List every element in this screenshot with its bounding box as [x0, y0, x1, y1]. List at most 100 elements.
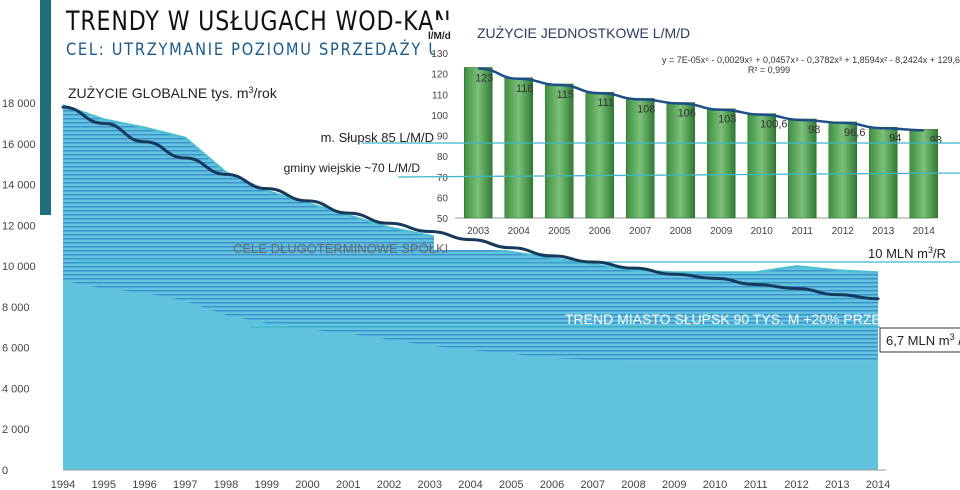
bar-data-label: 98 — [808, 124, 820, 136]
area-lower-solid — [63, 280, 878, 470]
annotation-trend-miasto: TREND MIASTO SŁUPSK 90 TYS. M +20% PRZEM… — [565, 311, 919, 327]
bar-data-label: 100,6 — [760, 119, 788, 131]
bar-x-tick-label: 2008 — [670, 226, 693, 237]
bar-data-label: 96,6 — [844, 127, 865, 139]
main-y-tick-label: 18 000 — [2, 98, 36, 110]
main-x-tick-label: 2006 — [540, 479, 564, 490]
main-x-tick-label: 1996 — [132, 479, 156, 490]
main-x-tick-label: 2013 — [825, 479, 849, 490]
main-x-tick-label: 1999 — [255, 479, 279, 490]
bar-data-label: 123 — [475, 72, 493, 84]
main-trend-line — [61, 105, 880, 301]
main-y-tick-label: 12 000 — [2, 220, 36, 232]
bar-data-label: 108 — [637, 103, 655, 115]
main-y-tick-label: 2 000 — [2, 424, 30, 436]
main-y-tick-label: 0 — [2, 465, 8, 477]
main-x-tick-label: 2008 — [621, 479, 645, 490]
bar-x-tick-label: 2013 — [872, 226, 895, 237]
annotation-gminy: gminy wiejskie ~70 L/M/D — [284, 161, 421, 175]
bar-trend-layer — [478, 67, 924, 132]
bar-y-tick-label: 110 — [432, 90, 448, 101]
main-y-tick-label: 8 000 — [2, 302, 30, 314]
bar — [707, 108, 736, 219]
main-x-tick-label: 2001 — [336, 479, 360, 490]
main-y-tick-label: 6 000 — [2, 343, 30, 355]
bar-chart-title: ZUŻYCIE JEDNOSTKOWE L/M/D — [477, 24, 690, 41]
main-x-tick-label: 2010 — [703, 479, 727, 490]
main-y-axis: 0 2 000 4 000 6 000 8 000 10 000 12 000 14 000 1… — [2, 98, 36, 477]
bar — [666, 102, 695, 219]
page-subtitle: CEL: UTRZYMANIE POZIOMU SPRZEDAŻY USŁUG — [66, 40, 488, 60]
bar-x-tick-label: 2011 — [791, 226, 813, 237]
main-y-tick-label: 10 000 — [2, 261, 36, 273]
title-accent-bar — [40, 0, 51, 215]
bar-y-tick-label: 80 — [437, 152, 449, 163]
bar — [747, 113, 776, 219]
main-y-tick-label: 14 000 — [2, 180, 36, 192]
main-y-tick-label: 4 000 — [2, 383, 30, 395]
main-area-layer — [62, 104, 879, 471]
annotation-6-7-mln-box — [879, 327, 960, 353]
main-x-tick-label: 2014 — [866, 479, 890, 490]
main-trend-layer — [61, 105, 880, 301]
bar-data-label: 103 — [718, 114, 736, 126]
main-x-tick-label: 2007 — [581, 479, 605, 490]
bar-y-tick-label: 70 — [437, 173, 449, 184]
main-x-tick-label: 2000 — [295, 479, 319, 490]
reference-lines — [75, 142, 960, 341]
main-x-tick-label: 2005 — [499, 479, 523, 490]
main-x-tick-label: 2003 — [418, 479, 442, 490]
trend-equation: y = 7E-05x⁶ - 0,0029x⁵ + 0,0457x⁴ - 0,37… — [662, 55, 960, 65]
annotation-10-mln: 10 MLN m3/R — [868, 245, 946, 261]
bar-x-tick-label: 2004 — [508, 226, 531, 237]
trend-r-squared: R² = 0,999 — [748, 65, 790, 75]
bar-data-label: 106 — [678, 108, 696, 120]
bar — [504, 77, 533, 219]
bar — [545, 83, 574, 219]
bar-data-label: 118 — [516, 83, 534, 95]
bar-data-label: 111 — [597, 97, 614, 109]
bar-x-tick-label: 2009 — [710, 226, 733, 237]
bar-y-tick-label: 130 — [431, 49, 448, 60]
bar-x-tick-label: 2007 — [629, 226, 652, 237]
bar-y-axis-label: l/M/d — [428, 31, 451, 42]
page-title: TRENDY W USŁUGACH WOD-KAN. — [66, 6, 460, 37]
annotation-m-slupsk: m. Słupsk 85 L/M/D — [321, 130, 434, 145]
ref-line-70 — [397, 172, 960, 178]
bar-y-tick-label: 50 — [437, 214, 449, 225]
annotation-cele: CELE DŁUGOTERMINOWE SPÓŁKI — [233, 241, 448, 256]
bar-x-tick-label: 2014 — [913, 226, 936, 237]
bar-x-tick-label: 2006 — [589, 226, 612, 237]
bar — [585, 91, 614, 219]
bar-trend-line — [478, 67, 924, 132]
main-x-tick-label: 1994 — [51, 479, 75, 490]
main-x-tick-label: 2009 — [662, 479, 686, 490]
bar-y-tick-label: 60 — [437, 193, 449, 204]
bar-y-tick-label: 90 — [437, 132, 449, 143]
bar-x-tick-label: 2010 — [751, 226, 774, 237]
main-x-tick-label: 2012 — [784, 479, 808, 490]
bar-x-tick-label: 2005 — [548, 226, 571, 237]
main-x-tick-label: 1997 — [173, 479, 197, 490]
bar-x-tick-label: 2003 — [467, 226, 490, 237]
main-y-axis-label: ZUŻYCIE GLOBALNE tys. m3/rok — [68, 84, 278, 101]
bar — [828, 121, 857, 219]
main-x-tick-label: 1998 — [214, 479, 238, 490]
main-x-tick-label: 1995 — [92, 479, 116, 490]
bar-y-tick-label: 120 — [431, 70, 448, 81]
bar — [626, 98, 655, 219]
main-x-tick-label: 2002 — [377, 479, 401, 490]
global-consumption-chart: 0 2 000 4 000 6 000 8 000 10 000 12 000 14 000 1… — [2, 98, 890, 490]
bar-y-axis: 50 60 70 80 90 100 110 120 130 — [431, 49, 448, 225]
annotation-6-7-mln: 6,7 MLN m3 /R — [886, 332, 960, 348]
bar-y-tick-label: 100 — [431, 111, 448, 122]
bar-data-label: 94 — [889, 132, 901, 144]
bar-data-label: 93 — [930, 134, 942, 146]
main-x-tick-label: 2004 — [458, 479, 482, 490]
main-y-tick-label: 16 000 — [2, 139, 36, 151]
bar-x-tick-label: 2012 — [832, 226, 855, 237]
main-x-tick-label: 2011 — [744, 479, 768, 490]
bar-data-label: 115 — [556, 89, 574, 101]
main-x-axis: 1994 1995 1996 1997 1998 1999 2000 2001 2002 2003… — [51, 469, 890, 490]
